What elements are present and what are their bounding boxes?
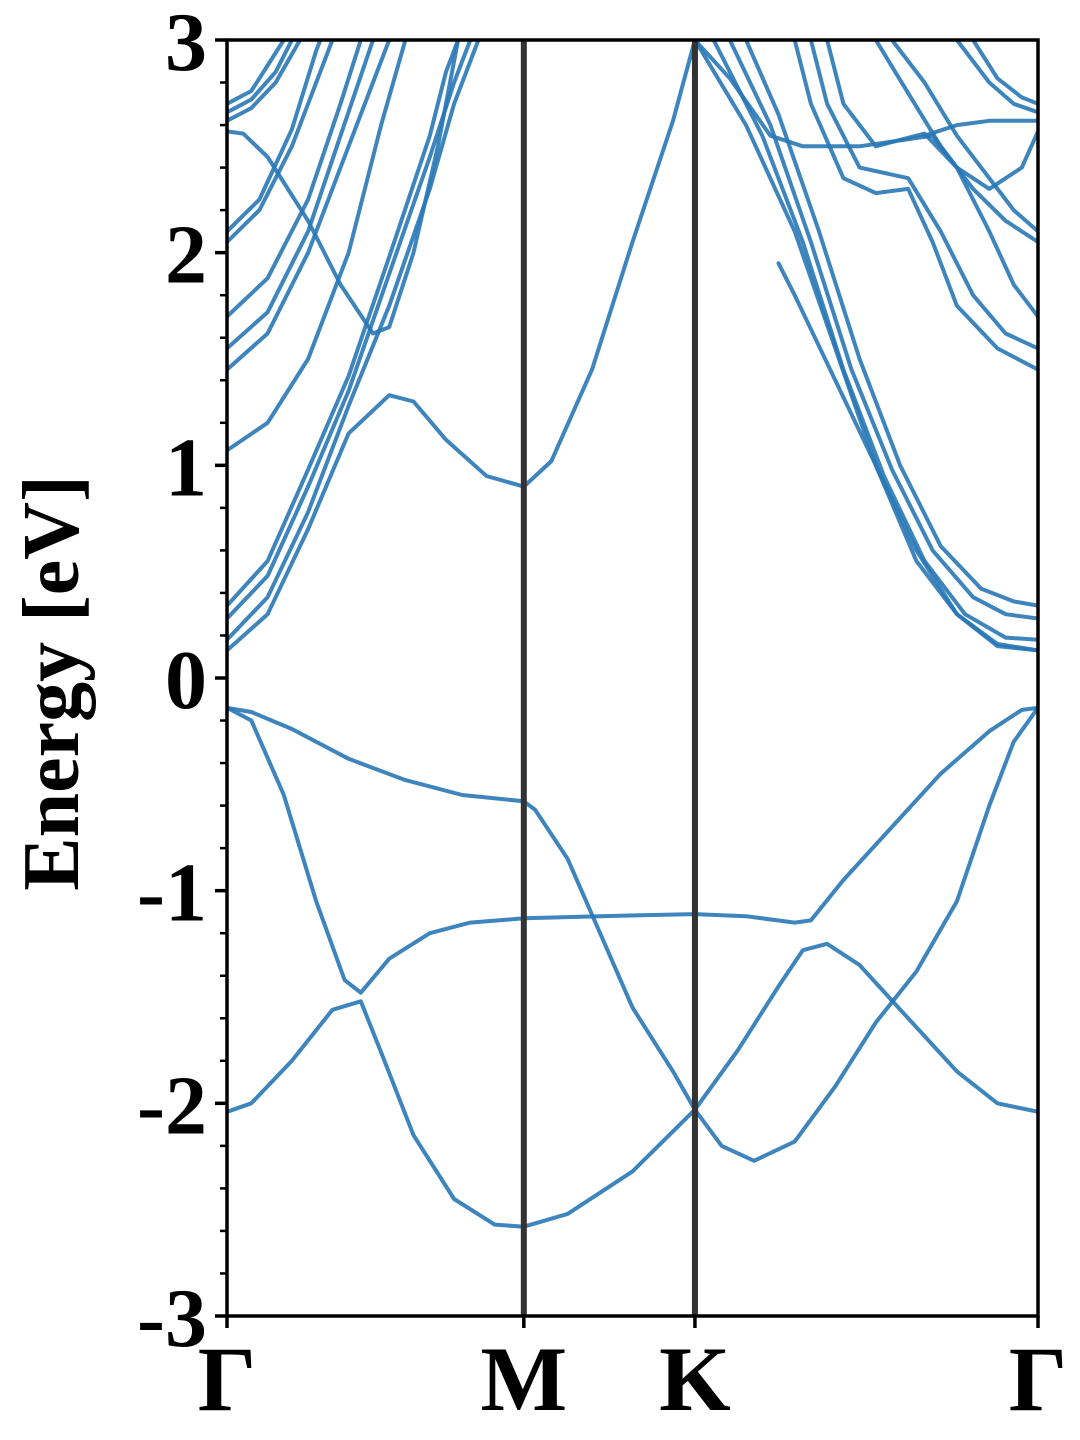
band-line-23 [792,40,1038,372]
band-line-30 [971,40,1038,106]
band-line-27 [890,40,1038,234]
band-line-12 [227,40,335,244]
y-axis-title: Energy [eV] [8,475,96,890]
band-line-14 [227,40,461,336]
band-line-7 [227,40,473,621]
band-line-24 [808,40,1038,351]
band-line-20 [727,40,1038,621]
band-line-3 [227,941,1038,1229]
band-line-10 [227,40,375,351]
y-axis-ticks: 3 2 1 0 -1 -2 -3 [137,0,227,1365]
plot-frame [225,38,1040,1318]
y-tick-label: 1 [165,421,207,514]
y-tick-label: -1 [137,847,207,940]
y-tick-label: -3 [137,1272,207,1365]
band-line-6 [227,40,481,642]
band-line-15 [227,40,302,123]
band-line-19 [711,40,1038,642]
y-tick-label: -2 [137,1059,207,1152]
band-line-31 [776,261,1038,653]
band-line-25 [825,40,1038,319]
x-tick-label: M [480,1328,567,1430]
band-line-13 [227,40,323,234]
band-line-8 [227,40,461,608]
band-line-2 [227,705,1038,995]
y-tick-label: 3 [165,0,207,89]
band-line-17 [227,40,286,106]
band-line-9 [227,40,392,372]
y-tick-label: 2 [165,209,207,302]
band-line-28 [922,118,1038,138]
band-line-16 [227,40,294,115]
band-series-layer [227,40,1038,1229]
band-line-5 [227,40,697,653]
x-tick-label: Γ [198,1328,257,1430]
x-tick-label: Γ [1009,1328,1068,1430]
band-line-4 [227,40,408,453]
high-symmetry-lines [520,40,698,1316]
band-line-1 [227,705,1038,1163]
x-tick-label: K [659,1328,731,1430]
band-line-21 [744,40,1038,608]
band-line-26 [873,40,1038,244]
band-line-29 [954,40,1038,115]
y-tick-label: 0 [165,634,207,727]
band-line-11 [227,40,363,319]
